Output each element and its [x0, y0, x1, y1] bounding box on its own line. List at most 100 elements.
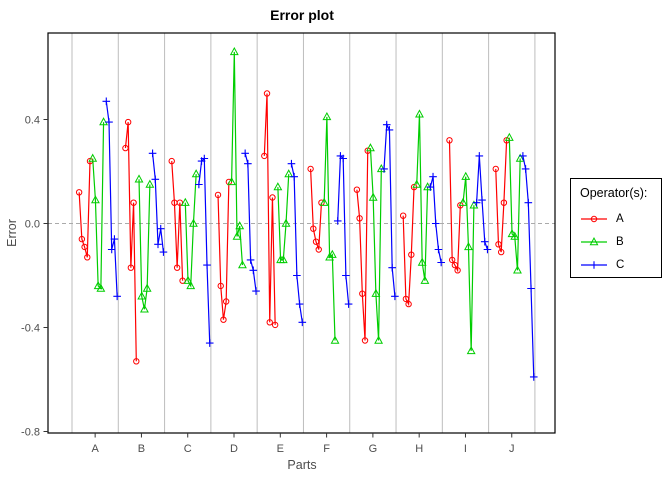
data-point-plus	[154, 240, 162, 249]
data-point-triangle	[371, 288, 381, 297]
data-point-circle	[173, 264, 181, 271]
data-point-triangle	[134, 174, 144, 183]
y-axis-title: Error	[5, 219, 19, 247]
series-C-line	[383, 122, 396, 297]
data-point-plus	[151, 175, 160, 184]
data-point-plus	[385, 126, 394, 134]
data-point-circle	[263, 90, 271, 97]
y-tick-label: 0.4	[25, 115, 40, 127]
data-point-triangle	[232, 231, 242, 240]
series-B-line	[369, 148, 382, 341]
series-B-line	[138, 179, 151, 310]
data-point-circle	[446, 137, 453, 144]
data-point-triangle	[188, 218, 198, 227]
plot-border	[47, 32, 556, 434]
plot-area: 0.4 0.0 -0.4 -0.8 A B C D E F G H I J	[21, 32, 556, 455]
data-point-plus	[200, 154, 209, 163]
data-point-circle	[133, 358, 140, 365]
data-point-circle	[448, 256, 456, 264]
series-C-line	[290, 163, 303, 323]
data-point-plus	[339, 154, 347, 163]
data-point-plus	[472, 198, 481, 207]
data-point-circle	[122, 144, 129, 152]
data-point-plus	[344, 300, 353, 308]
data-point-plus	[244, 159, 252, 168]
data-point-plus	[480, 237, 489, 246]
data-point-circle	[84, 254, 91, 261]
x-tick-label: J	[509, 443, 515, 455]
data-point-triangle	[415, 109, 424, 118]
data-point-circle	[124, 118, 132, 126]
data-point-plus	[475, 152, 484, 160]
data-point-plus	[426, 183, 435, 191]
series-B-line	[462, 176, 475, 351]
data-point-circle	[399, 212, 407, 219]
series-C-line	[337, 154, 350, 305]
legend-entry-label: A	[616, 212, 624, 225]
x-tick-label: G	[369, 443, 378, 455]
legend-title: Operator(s):	[580, 186, 648, 200]
series-B-line	[184, 174, 197, 289]
data-point-triangle	[186, 280, 196, 290]
x-tick-label: H	[415, 443, 423, 455]
data-point-circle	[405, 300, 412, 308]
y-tick-label: 0.0	[25, 219, 40, 231]
series-C-line	[198, 157, 211, 344]
data-point-triangle	[420, 275, 430, 284]
data-point-plus	[159, 248, 168, 256]
data-point-circle	[359, 290, 366, 297]
x-axis-title: Parts	[287, 458, 316, 472]
data-point-circle	[81, 243, 88, 251]
data-point-triangle	[330, 335, 340, 344]
data-point-plus	[524, 198, 533, 207]
data-point-plus	[293, 271, 301, 280]
data-point-plus	[110, 235, 119, 243]
data-point-triangle	[273, 182, 283, 191]
data-point-triangle	[284, 169, 294, 178]
series-A-line	[263, 93, 276, 325]
legend-key-B-icon	[581, 236, 607, 245]
data-point-circle	[217, 282, 224, 290]
x-tick-label: C	[184, 443, 192, 455]
data-point-circle	[353, 186, 361, 193]
legend-key-A-icon	[581, 215, 607, 222]
data-point-triangle	[464, 241, 473, 251]
data-point-circle	[176, 199, 184, 206]
data-point-plus	[529, 373, 538, 381]
data-point-plus	[483, 245, 492, 254]
data-point-triangle	[137, 291, 147, 300]
series-C-line	[151, 153, 165, 253]
series-A-line	[495, 140, 508, 253]
data-point-triangle	[417, 257, 427, 266]
series-A-line	[78, 161, 91, 258]
data-point-triangle	[510, 231, 520, 240]
data-point-triangle	[504, 132, 514, 141]
data-point-plus	[205, 339, 214, 347]
data-point-plus	[287, 159, 296, 168]
data-point-triangle	[374, 335, 384, 344]
series-B-line	[323, 116, 336, 341]
data-point-triangle	[191, 169, 201, 178]
data-point-plus	[295, 300, 304, 308]
series-A-line	[124, 122, 137, 362]
data-point-triangle	[458, 197, 468, 206]
series-C	[102, 97, 538, 381]
data-point-circle	[315, 246, 322, 253]
data-point-circle	[266, 319, 273, 326]
data-point-triangle	[145, 179, 155, 188]
data-point-circle	[130, 199, 137, 206]
data-point-triangle	[366, 143, 375, 152]
data-point-triangle	[423, 182, 433, 191]
legend-entry-label: C	[616, 258, 625, 271]
data-point-circle	[402, 295, 410, 303]
data-point-plus	[249, 266, 258, 275]
data-point-plus	[391, 292, 399, 301]
data-point-circle	[310, 225, 317, 232]
series-B-line	[277, 174, 290, 261]
data-point-circle	[222, 298, 230, 305]
data-point-plus	[431, 219, 440, 228]
series-A-line	[448, 140, 461, 273]
data-point-triangle	[325, 252, 335, 261]
